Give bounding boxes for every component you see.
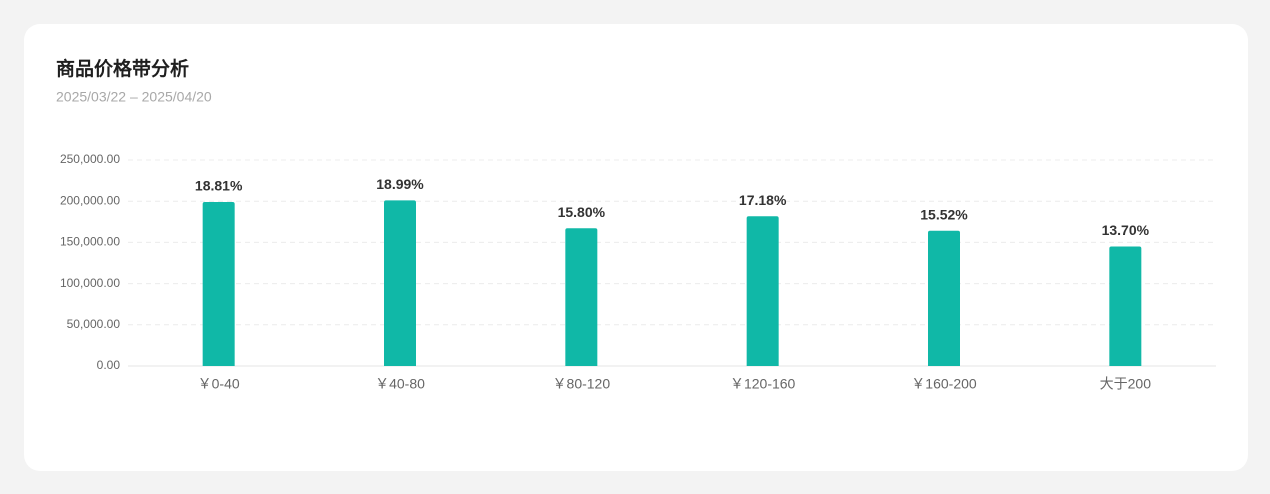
y-tick-label: 100,000.00: [60, 276, 120, 290]
bar: [1109, 246, 1142, 366]
y-tick-label: 0.00: [97, 358, 121, 372]
bar: [746, 216, 779, 366]
chart-subtitle: 2025/03/22 – 2025/04/20: [56, 89, 212, 105]
x-tick-label: ￥0-40: [198, 376, 240, 392]
data-label: 15.80%: [558, 204, 606, 220]
y-tick-label: 250,000.00: [60, 152, 120, 166]
y-tick-label: 150,000.00: [60, 235, 120, 249]
data-label: 13.70%: [1102, 222, 1150, 238]
y-tick-label: 50,000.00: [67, 317, 121, 331]
data-label: 17.18%: [739, 192, 787, 208]
data-label: 18.81%: [195, 178, 243, 194]
bar: [928, 230, 960, 366]
chart-title: 商品价格带分析: [56, 57, 189, 80]
y-tick-label: 200,000.00: [60, 193, 120, 207]
x-tick-label: ￥120-160: [730, 376, 796, 392]
x-tick-label: ￥40-80: [375, 376, 425, 392]
x-tick-label: ￥80-120: [553, 376, 611, 392]
bar: [202, 202, 235, 366]
x-tick-label: ￥160-200: [911, 376, 977, 392]
x-tick-label: 大于200: [1100, 376, 1152, 392]
data-label: 18.99%: [376, 176, 424, 192]
bar: [384, 200, 416, 366]
data-label: 15.52%: [920, 206, 968, 222]
bar: [565, 228, 598, 366]
